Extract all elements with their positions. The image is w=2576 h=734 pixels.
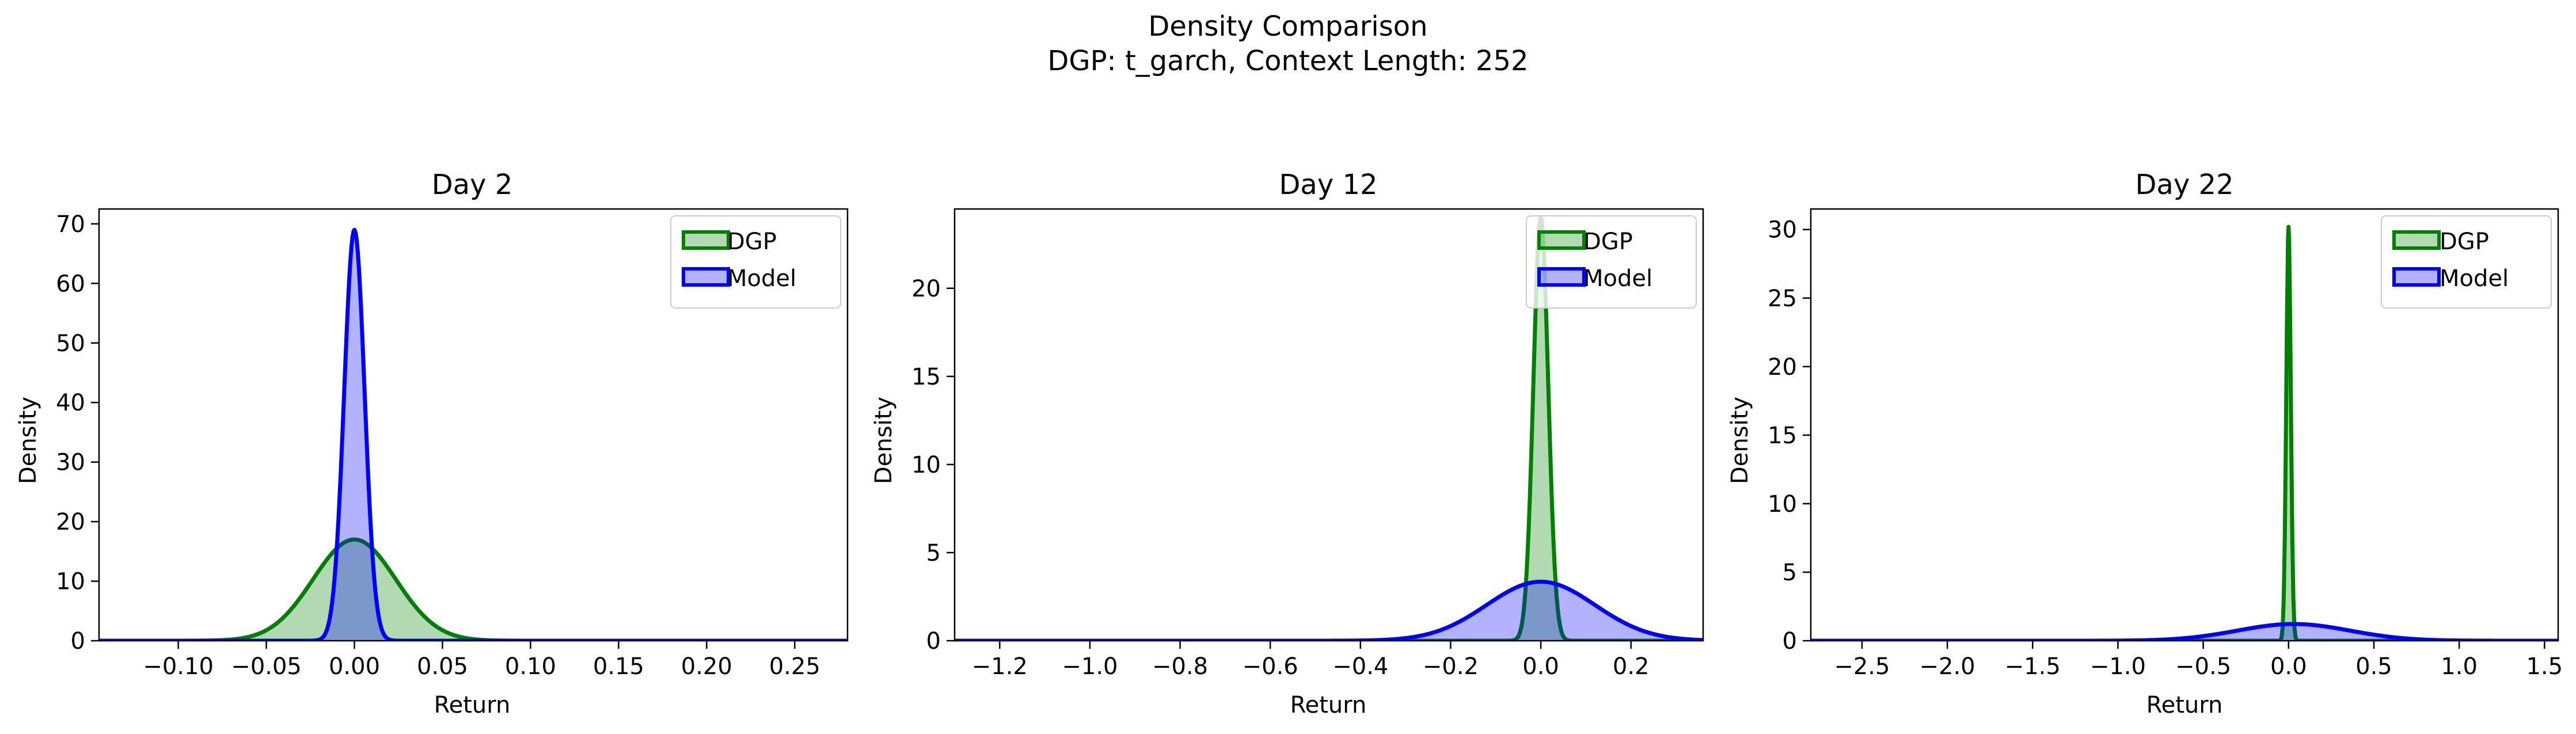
x-tick-label: 0.2 [1613,653,1650,680]
figure-title: Density Comparison [1148,10,1427,43]
x-tick-label: −0.8 [1152,653,1208,680]
legend-swatch-dgp [682,230,730,250]
x-axis-label: Return [434,692,511,718]
legend-label-dgp: DGP [727,229,777,255]
y-tick-label: 15 [911,364,941,390]
axes-frame [953,208,1704,642]
subplot-title: Day 2 [432,169,513,201]
y-tick-label: 5 [926,540,941,566]
x-tick-label: 1.0 [2441,653,2478,680]
density-area-dgp [99,539,848,641]
density-line-model [1811,622,2558,641]
y-tick-label: 10 [56,569,85,595]
x-axis-label: Return [1290,692,1367,718]
y-tick-label: 0 [71,628,85,655]
y-tick-label: 20 [56,509,85,535]
legend-swatch-model [2392,267,2441,287]
y-tick-label: 10 [911,452,941,478]
y-tick-label: 0 [1783,628,1797,655]
y-tick-label: 15 [1768,423,1797,449]
subplot-day-12: Day 12 Return Density −1.2 −1.0 −0.8 −0.6 −0… [871,169,1704,718]
legend-swatch-dgp [2392,230,2441,250]
legend-label-model: Model [2440,265,2509,292]
legend-label-model: Model [727,265,796,292]
density-curves [1811,225,2558,641]
y-tick-label: 20 [1768,354,1797,381]
y-tick-label: 70 [56,211,85,238]
x-tick-label: 0.0 [1522,653,1559,680]
x-tick-label: −2.0 [1920,653,1975,680]
density-area-model [955,581,1703,641]
y-axis-label: Density [871,397,897,484]
legend-label-model: Model [1583,265,1652,292]
x-tick-label: −2.5 [1834,653,1890,680]
axes-frame [1810,208,2559,642]
density-area-model [1811,623,2558,641]
x-tick-label: 1.5 [2526,653,2563,680]
legend-swatch-model [1537,267,1586,287]
x-tick-label: 0.10 [505,653,556,680]
x-tick-label: −0.10 [143,653,214,680]
figure-subtitle: DGP: t_garch, Context Length: 252 [1047,45,1528,77]
x-tick-label: 0.20 [681,653,732,680]
y-tick-label: 10 [1768,491,1797,518]
subplot-title: Day 12 [1279,169,1377,201]
y-axis-label: Density [1727,397,1753,484]
x-tick-label: −0.4 [1332,653,1388,680]
legend-label-dgp: DGP [2440,229,2489,255]
y-tick-label: 40 [56,390,85,416]
y-tick-label: 30 [56,450,85,476]
y-axis-label: Density [15,397,41,484]
legend-swatch-dgp [1537,230,1586,250]
x-tick-label: 0.05 [417,653,468,680]
y-tick-label: 50 [56,330,85,357]
x-tick-label: 0.15 [593,653,644,680]
x-tick-label: −1.0 [2090,653,2146,680]
subplot-title: Day 22 [2135,169,2233,201]
axes-frame [98,208,849,642]
x-tick-label: 0.0 [2270,653,2307,680]
x-tick-label: −0.5 [2175,653,2231,680]
subplot-day-2: Day 2 Return Density −0.10 −0.05 0.00 0.05 0… [15,169,849,718]
subplot-day-22: Day 22 Return Density −2.5 −2.0 −1.5 −1.0 −0… [1727,169,2563,718]
x-tick-label: 0.25 [769,653,820,680]
legend-swatch-model [682,267,730,287]
x-tick-label: −0.05 [231,653,302,680]
density-line-dgp [99,537,848,641]
x-tick-label: −1.5 [2005,653,2061,680]
x-tick-label: −1.2 [972,653,1028,680]
y-tick-label: 20 [911,276,941,302]
x-tick-label: −1.0 [1062,653,1118,680]
y-tick-label: 0 [926,628,941,655]
y-tick-label: 30 [1768,217,1797,244]
y-tick-label: 5 [1783,560,1797,586]
x-tick-label: 0.00 [329,653,380,680]
y-tick-label: 60 [56,271,85,297]
x-axis-label: Return [2146,692,2223,718]
x-tick-label: −0.6 [1243,653,1298,680]
legend-label-dgp: DGP [1583,229,1633,255]
y-tick-label: 25 [1768,286,1797,312]
x-tick-label: 0.5 [2355,653,2392,680]
x-tick-label: −0.2 [1423,653,1479,680]
